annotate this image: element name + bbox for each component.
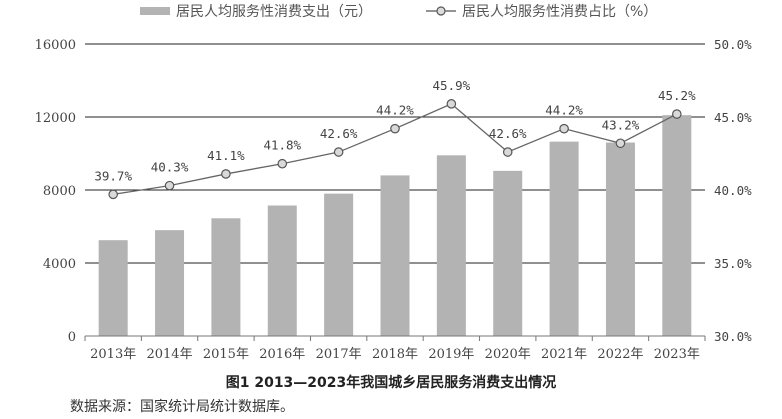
- bar: [155, 230, 185, 336]
- line-marker: [277, 158, 288, 169]
- bar: [605, 142, 635, 336]
- data-label: 44.2%: [376, 103, 414, 118]
- source-note: 数据来源：国家统计局统计数据库。: [70, 399, 294, 415]
- bar: [549, 141, 579, 336]
- data-label: 42.6%: [320, 126, 358, 141]
- y2-tick-label: 35.0%: [714, 256, 752, 271]
- bar: [662, 115, 692, 336]
- line-marker: [502, 147, 513, 157]
- y2-tick-label: 45.0%: [714, 110, 752, 125]
- x-tick-label: 2018年: [372, 347, 418, 362]
- bar: [436, 155, 466, 336]
- line-marker: [390, 123, 400, 134]
- line-marker: [333, 147, 344, 157]
- legend-bar-label: 居民人均服务性消费支出（元）: [176, 4, 372, 20]
- x-tick-label: 2021年: [541, 347, 587, 362]
- line-marker: [108, 189, 118, 200]
- y2-tick-label: 30.0%: [714, 329, 752, 344]
- x-tick-label: 2023年: [654, 347, 700, 362]
- data-label: 42.6%: [489, 126, 527, 141]
- data-label: 39.7%: [94, 168, 132, 183]
- x-tick-label: 2016年: [259, 347, 305, 362]
- y-tick-label: 0: [68, 330, 76, 345]
- bar: [211, 218, 241, 336]
- line-marker: [164, 180, 175, 191]
- legend: 居民人均服务性消费支出（元） 居民人均服务性消费占比（%）: [140, 4, 657, 20]
- x-tick-label: 2014年: [146, 347, 192, 362]
- x-tick-label: 2019年: [428, 347, 474, 362]
- y-tick-label: 4000: [43, 257, 76, 272]
- line-marker: [221, 169, 231, 179]
- bar: [493, 170, 523, 336]
- data-label: 43.2%: [602, 117, 640, 132]
- x-tick-label: 2020年: [485, 347, 531, 362]
- legend-line-marker: [436, 6, 446, 16]
- figure-caption: 图1 2013—2023年我国城乡居民服务消费支出情况: [225, 375, 557, 391]
- data-label: 41.8%: [263, 138, 301, 153]
- bar: [98, 240, 128, 336]
- line-marker: [559, 123, 569, 134]
- y-tick-label: 8000: [43, 184, 76, 199]
- data-label: 44.2%: [545, 103, 583, 118]
- bar: [324, 193, 354, 336]
- y-tick-label: 16000: [35, 38, 76, 53]
- y2-tick-label: 40.0%: [714, 183, 752, 198]
- legend-line-label: 居民人均服务性消费占比（%）: [462, 4, 657, 20]
- data-label: 45.2%: [658, 88, 696, 103]
- bar: [380, 175, 410, 336]
- x-tick-label: 2017年: [316, 347, 362, 362]
- x-tick-label: 2015年: [203, 347, 249, 362]
- line-marker: [672, 109, 682, 119]
- axes: 0 4000 8000 12000 16000 30.0% 35.0% 40.0% 45.0% 5…: [35, 37, 752, 362]
- data-label: 45.9%: [433, 78, 471, 93]
- y2-tick-label: 50.0%: [714, 37, 752, 52]
- line-series: 39.7% 40.3% 41.1% 41.8% 42.6% 44.2% 45.9% 42.6%…: [94, 78, 696, 200]
- bar: [267, 205, 297, 336]
- line-marker: [446, 99, 457, 109]
- data-label: 40.3%: [151, 160, 189, 175]
- bar-series: [98, 115, 692, 336]
- x-tick-label: 2013年: [90, 347, 136, 362]
- legend-bar-swatch: [140, 7, 170, 15]
- y-tick-label: 12000: [35, 111, 76, 126]
- data-label: 41.1%: [207, 148, 245, 163]
- x-tick-label: 2022年: [597, 347, 643, 362]
- line-marker: [615, 138, 626, 149]
